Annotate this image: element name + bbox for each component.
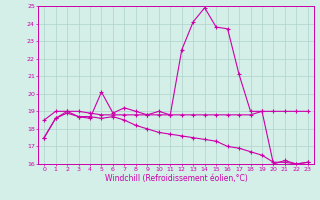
X-axis label: Windchill (Refroidissement éolien,°C): Windchill (Refroidissement éolien,°C) (105, 174, 247, 183)
